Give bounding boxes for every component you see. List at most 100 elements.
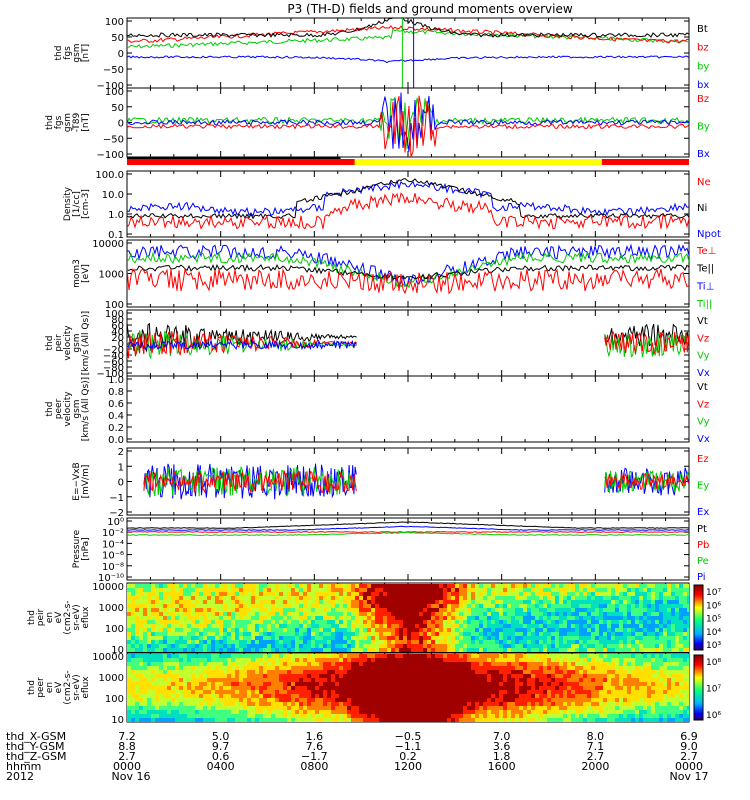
y-tick-label: −1 (109, 493, 124, 504)
heat-cell (327, 596, 331, 600)
heat-cell (679, 600, 683, 604)
heat-cell (659, 588, 663, 592)
heat-cell (283, 584, 287, 588)
heat-cell (527, 648, 531, 652)
heat-cell (499, 612, 503, 616)
heat-cell (291, 584, 295, 588)
heat-cell (539, 596, 543, 600)
heat-cell (475, 636, 479, 640)
heat-cell (519, 640, 523, 644)
heat-cell (531, 612, 535, 616)
heat-cell (147, 604, 151, 608)
heat-cell (183, 620, 187, 624)
heat-cell (575, 608, 579, 612)
heat-cell (479, 632, 483, 636)
heat-cell (347, 632, 351, 636)
heat-cell (255, 674, 259, 678)
heat-cell (579, 632, 583, 636)
heat-cell (223, 714, 227, 718)
heat-cell (479, 628, 483, 632)
heat-cell (383, 718, 387, 722)
heat-cell (539, 714, 543, 718)
heat-cell (387, 608, 391, 612)
heat-cell (535, 620, 539, 624)
heat-cell (635, 612, 639, 616)
heat-cell (251, 694, 255, 698)
heat-cell (455, 670, 459, 674)
heat-cell (283, 654, 287, 658)
heat-cell (531, 706, 535, 710)
heat-cell (439, 674, 443, 678)
heat-cell (463, 632, 467, 636)
heat-cell (231, 644, 235, 648)
heat-cell (663, 624, 667, 628)
heat-cell (263, 592, 267, 596)
heat-cell (139, 714, 143, 718)
heat-cell (243, 698, 247, 702)
heat-cell (279, 612, 283, 616)
heat-cell (555, 600, 559, 604)
heat-cell (255, 690, 259, 694)
heat-cell (163, 686, 167, 690)
heat-cell (215, 628, 219, 632)
heat-cell (351, 588, 355, 592)
legend-Vx: Vx (697, 434, 710, 445)
heat-cell (331, 706, 335, 710)
heat-cell (127, 612, 131, 616)
heat-cell (539, 670, 543, 674)
heat-cell (251, 662, 255, 666)
heat-cell (567, 584, 571, 588)
heat-cell (215, 678, 219, 682)
heat-cell (391, 662, 395, 666)
heat-cell (195, 718, 199, 722)
heat-cell (271, 596, 275, 600)
heat-cell (207, 616, 211, 620)
heat-cell (195, 624, 199, 628)
heat-cell (451, 674, 455, 678)
heat-cell (383, 648, 387, 652)
heat-cell (235, 706, 239, 710)
heat-cell (211, 670, 215, 674)
heat-cell (183, 682, 187, 686)
heat-cell (639, 592, 643, 596)
heat-cell (131, 600, 135, 604)
heat-cell (307, 710, 311, 714)
heat-cell (571, 584, 575, 588)
heat-cell (171, 648, 175, 652)
heat-cell (131, 620, 135, 624)
heat-cell (683, 648, 687, 652)
heat-cell (307, 624, 311, 628)
heat-cell (259, 678, 263, 682)
heat-cell (311, 588, 315, 592)
heat-cell (499, 678, 503, 682)
heat-cell (351, 636, 355, 640)
heat-cell (275, 604, 279, 608)
heat-cell (275, 658, 279, 662)
heat-cell (175, 706, 179, 710)
heat-cell (159, 718, 163, 722)
heat-cell (147, 636, 151, 640)
heat-cell (171, 624, 175, 628)
heat-cell (343, 698, 347, 702)
heat-cell (159, 640, 163, 644)
heat-cell (519, 678, 523, 682)
heat-cell (267, 612, 271, 616)
series-Vt-2 (604, 323, 689, 350)
heat-cell (503, 714, 507, 718)
heat-cell (315, 670, 319, 674)
heat-cell (355, 584, 359, 588)
heat-cell (419, 658, 423, 662)
heat-cell (307, 596, 311, 600)
heat-cell (127, 658, 131, 662)
figure-title: P3 (TH-D) fields and ground moments over… (287, 2, 572, 16)
heat-cell (367, 644, 371, 648)
heat-cell (455, 658, 459, 662)
heat-cell (171, 710, 175, 714)
heat-cell (251, 604, 255, 608)
heat-cell (591, 640, 595, 644)
heat-cell (543, 714, 547, 718)
heat-cell (463, 670, 467, 674)
heat-cell (235, 628, 239, 632)
heat-cell (207, 698, 211, 702)
heat-cell (283, 682, 287, 686)
